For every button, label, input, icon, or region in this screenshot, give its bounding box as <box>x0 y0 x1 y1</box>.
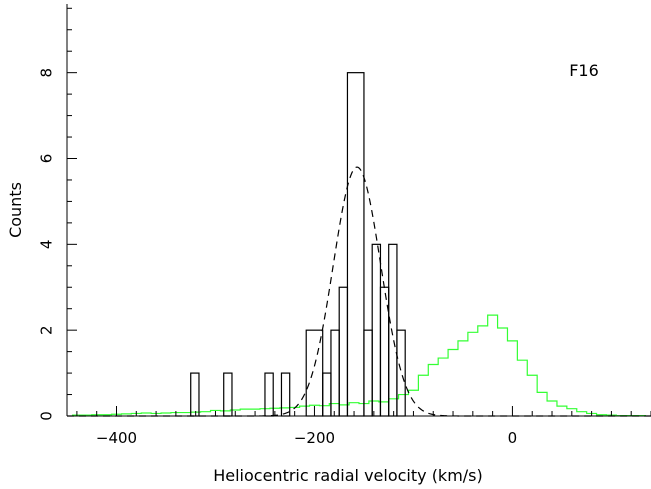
x-axis-title: Heliocentric radial velocity (km/s) <box>213 466 483 485</box>
y-tick-label: 4 <box>38 240 56 250</box>
y-tick-label: 6 <box>38 154 56 164</box>
y-tick-label: 2 <box>38 325 56 335</box>
plot-axes: −400 −200 0 0 2 4 6 8 <box>38 4 651 447</box>
x-tick-label: −400 <box>96 429 137 447</box>
histogram-bin-13 <box>388 243 398 417</box>
y-tick-label: 8 <box>38 68 56 78</box>
y-axis-title: Counts <box>6 182 25 238</box>
y-tick-label: 0 <box>38 411 56 421</box>
histogram-bin-1 <box>190 372 200 417</box>
histogram-bin-11 <box>371 243 382 417</box>
histogram-bin-14 <box>396 329 406 417</box>
histogram-bin-4 <box>280 372 291 417</box>
gaussian-fit-curve <box>67 166 651 417</box>
histogram-bin-8 <box>338 286 349 417</box>
panel-label: F16 <box>569 61 599 80</box>
plot-marks <box>67 72 651 417</box>
histogram-bin-9 <box>346 72 365 417</box>
model-histogram-green <box>71 314 647 417</box>
x-tick-label: −200 <box>294 429 335 447</box>
histogram-bin-6 <box>322 372 332 417</box>
x-tick-label: 0 <box>508 429 518 447</box>
histogram-bin-3 <box>264 372 274 417</box>
